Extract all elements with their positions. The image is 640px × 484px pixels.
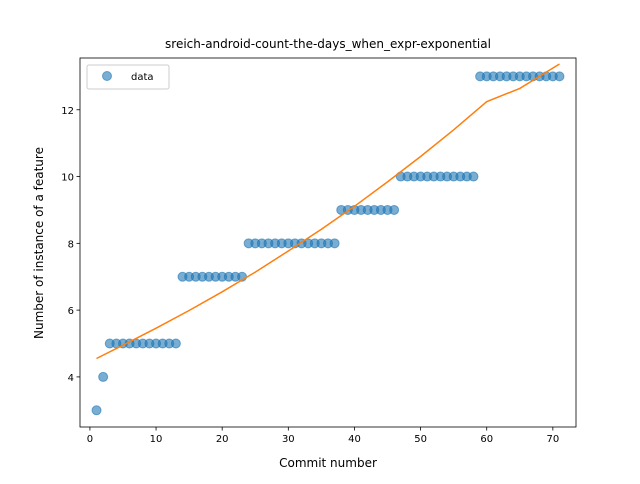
legend-label-data: data	[131, 72, 154, 83]
legend-marker-data	[102, 71, 112, 81]
y-tick-label: 4	[68, 373, 74, 384]
x-axis-label: Commit number	[279, 456, 377, 470]
axes-frame	[79, 57, 577, 428]
data-point	[329, 238, 340, 249]
y-tick-label: 12	[61, 106, 74, 117]
chart-title: sreich-android-count-the-days_when_expr-…	[165, 37, 491, 51]
data-point	[554, 71, 565, 82]
x-tick-label: 70	[546, 434, 559, 445]
plot-area: 0 10 20 30 40 50 60 70 4 6 8 10 12	[61, 57, 577, 445]
x-tick-label: 60	[480, 434, 493, 445]
x-tick-label: 0	[87, 434, 93, 445]
data-point	[389, 204, 400, 215]
data-point	[170, 338, 181, 349]
fit-line	[96, 63, 560, 360]
data-point	[98, 371, 109, 382]
x-tick-label: 20	[216, 434, 229, 445]
y-tick-label: 8	[68, 239, 74, 250]
y-tick-label: 10	[61, 173, 74, 184]
x-tick-label: 30	[282, 434, 295, 445]
data-point	[468, 171, 479, 182]
x-tick-label: 10	[150, 434, 163, 445]
legend: data	[86, 64, 170, 90]
x-tick-label: 50	[414, 434, 427, 445]
legend-box	[86, 64, 170, 90]
data-point	[91, 405, 102, 416]
x-tick-label: 40	[348, 434, 361, 445]
y-tick-label: 6	[68, 306, 74, 317]
y-axis-label: Number of instance of a feature	[32, 147, 46, 339]
